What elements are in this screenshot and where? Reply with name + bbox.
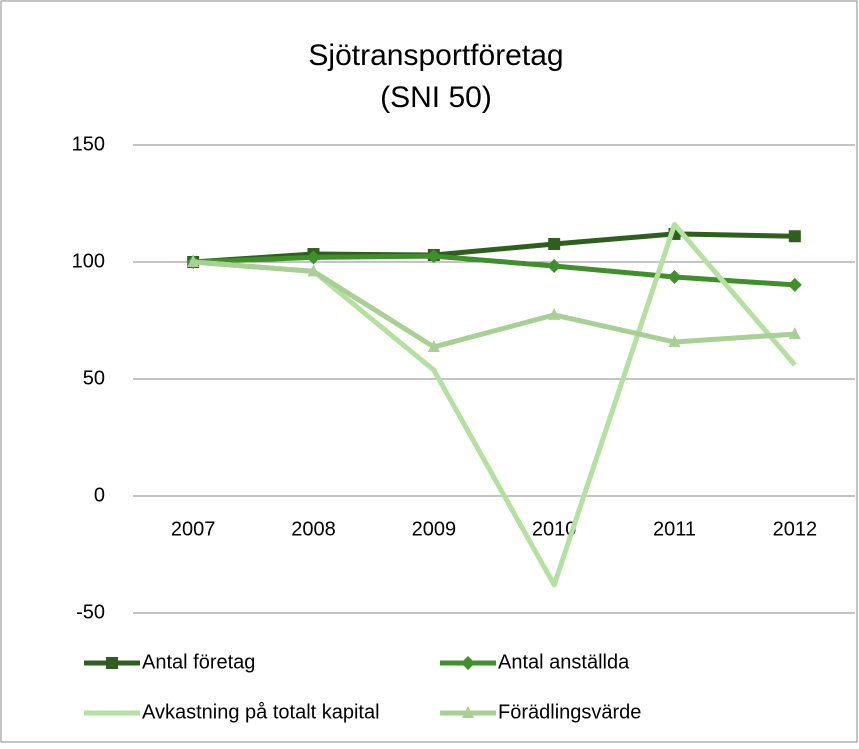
point-marker: [667, 269, 682, 284]
x-tick-label: 2007: [171, 518, 216, 540]
point-marker: [788, 230, 801, 243]
chart-title: Sjötransportföretag: [308, 39, 563, 72]
point-marker: [307, 264, 320, 277]
point-marker: [787, 277, 802, 292]
legend-marker: [462, 706, 474, 718]
point-marker: [426, 249, 441, 264]
legend-label: Förädlingsvärde: [498, 701, 641, 723]
point-marker: [306, 250, 321, 265]
legend-label: Antal anställda: [498, 651, 630, 673]
point-marker: [548, 307, 561, 320]
y-tick-label: -50: [76, 601, 105, 623]
x-tick-label: 2008: [291, 518, 336, 540]
legend-marker: [461, 656, 475, 670]
series-line: [192, 259, 795, 350]
point-marker: [788, 327, 801, 340]
y-tick-label: 0: [94, 484, 105, 506]
point-marker: [187, 255, 200, 267]
y-tick-label: 150: [72, 133, 105, 155]
x-tick-label: 2012: [773, 518, 818, 540]
point-marker: [668, 335, 681, 348]
legend-label: Avkastning på totalt kapital: [142, 701, 380, 723]
point-marker: [427, 339, 440, 352]
x-tick-label: 2011: [653, 518, 696, 540]
y-tick-label: 50: [83, 367, 105, 389]
x-tick-label: 2010: [532, 518, 577, 540]
series-line: [193, 231, 795, 265]
point-marker: [548, 237, 561, 250]
chart-title: (SNI 50): [380, 81, 492, 114]
series-line: [193, 253, 795, 288]
legend-marker: [106, 657, 118, 669]
point-marker: [547, 258, 562, 273]
x-tick-label: 2009: [412, 518, 457, 540]
y-tick-label: 100: [72, 250, 105, 272]
legend-label: Antal företag: [142, 651, 255, 673]
